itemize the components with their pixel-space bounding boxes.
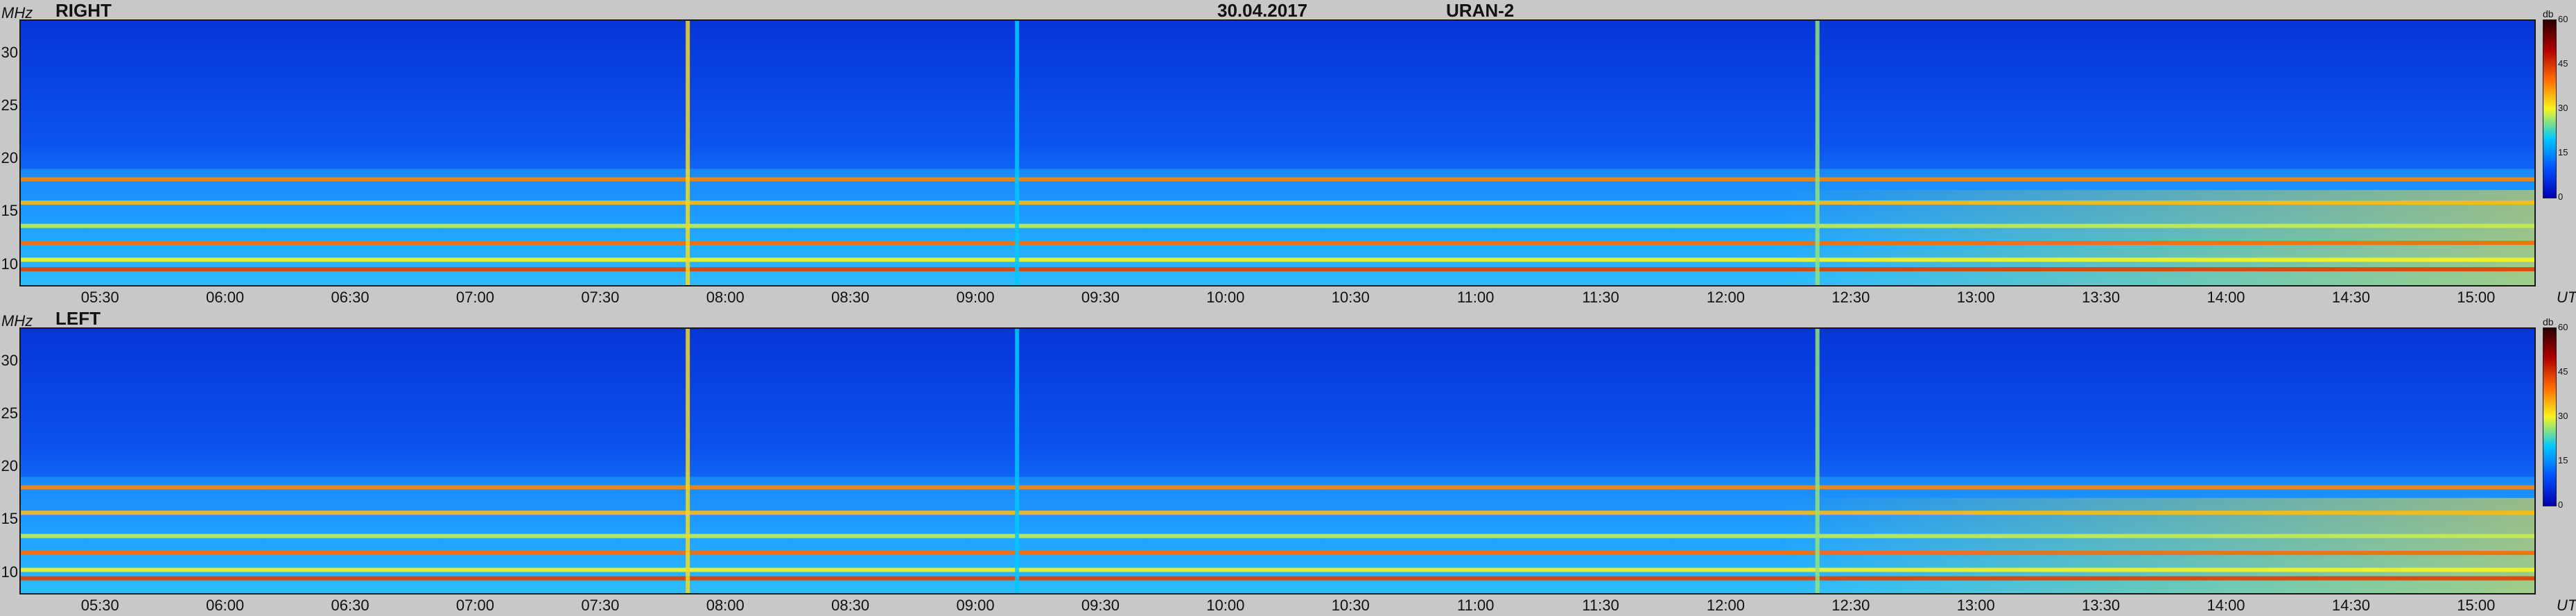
x-tick-label: 06:00 [206,597,245,614]
colorbar-left [2543,327,2557,506]
interference-band [21,177,2534,182]
x-tick-label: 06:30 [331,289,369,306]
colorbar-tick-label: 30 [2558,103,2568,113]
interference-band [21,567,2534,572]
interference-band [21,267,2534,272]
x-tick-label: 12:30 [1831,289,1870,306]
x-tick-label: 12:00 [1706,289,1745,306]
interference-band [21,200,2534,205]
x-tick-label: 15:00 [2457,289,2496,306]
x-tick-label: 07:30 [581,289,620,306]
y-tick-label: 15 [1,510,18,528]
x-tick-label: 06:00 [206,289,245,306]
spectrogram-left-panel: LEFT MHz 30 25 20 15 10 05:30 06:00 06:30 07:00… [0,308,2576,616]
colorbar-tick-label: 60 [2558,322,2568,332]
spectrogram-svg-left [21,329,2534,593]
burst-line [686,329,690,593]
colorbar-unit-right: db [2543,8,2554,19]
colorbar-unit-left: db [2543,316,2554,327]
spectrogram-right-panel: RIGHT MHz 30 25 20 15 10 05:30 06:00 06:30 07:0… [1,0,2576,306]
burst-line [1015,329,1020,593]
y-unit-label-left: MHz [1,312,33,330]
x-tick-label: 07:00 [455,597,494,614]
colorbar-tick-label: 0 [2558,499,2564,510]
panel-title-left: LEFT [55,308,101,329]
y-tick-label: 30 [1,351,18,369]
interference-band [21,223,2534,228]
x-tick-label: 13:00 [1956,597,1995,614]
x-tick-label: 11:30 [1582,289,1619,306]
spectrogram-plot-left [19,327,2536,594]
colorbar-tick-label: 15 [2558,147,2568,157]
interference-band [21,485,2534,490]
x-unit-label-right: UT [2557,289,2576,306]
y-tick-label: 20 [1,149,18,167]
colorbar-tick-label: 60 [2558,14,2568,24]
x-tick-label: 14:00 [2207,289,2245,306]
y-tick-label: 25 [1,404,18,422]
burst-line [1015,21,1020,285]
x-tick-label: 07:00 [455,289,494,306]
x-tick-label: 09:30 [1081,289,1120,306]
x-tick-label: 13:00 [1956,289,1995,306]
x-tick-label: 10:00 [1206,289,1245,306]
x-tick-label: 10:00 [1206,597,1245,614]
colorbar-tick-label: 15 [2558,455,2568,465]
y-tick-label: 10 [1,563,18,581]
x-tick-label: 08:30 [831,289,870,306]
interference-band [21,551,2534,556]
x-tick-label: 14:00 [2207,597,2245,614]
panel-title-right: RIGHT [55,0,112,21]
interference-band [21,511,2534,515]
colorbar-tick-label: 0 [2558,191,2564,202]
x-tick-label: 08:00 [706,597,745,614]
x-tick-label: 06:30 [331,597,369,614]
interference-band [21,533,2534,538]
x-tick-label: 07:30 [581,597,620,614]
x-tick-label: 13:30 [2082,289,2121,306]
x-tick-label: 09:30 [1081,597,1120,614]
x-tick-label: 11:00 [1456,289,1495,306]
interference-band [21,576,2534,581]
colorbar-tick-label: 30 [2558,411,2568,421]
x-tick-label: 14:30 [2331,597,2370,614]
y-tick-label: 30 [1,43,18,61]
x-tick-label: 15:00 [2457,597,2496,614]
spectrogram-plot-right [19,19,2536,286]
x-tick-label: 11:30 [1582,597,1619,614]
y-unit-label-right: MHz [1,4,33,22]
colorbar-tick-label: 45 [2558,366,2568,377]
burst-line [1815,329,1820,593]
burst-line [686,21,690,285]
colorbar-tick-label: 45 [2558,58,2568,69]
y-tick-label: 10 [1,255,18,273]
x-unit-label-left: UT [2557,597,2576,614]
x-tick-label: 13:30 [2082,597,2121,614]
x-tick-label: 10:30 [1331,289,1370,306]
date-label: 30.04.2017 [1217,0,1308,21]
interference-band [21,257,2534,262]
x-tick-label: 09:00 [956,597,995,614]
x-tick-label: 09:00 [956,289,995,306]
x-tick-label: 05:30 [80,597,119,614]
spectrogram-svg-right [21,21,2534,285]
x-tick-label: 05:30 [80,289,119,306]
x-tick-label: 12:30 [1831,597,1870,614]
x-tick-label: 14:30 [2331,289,2370,306]
y-tick-label: 25 [1,96,18,114]
y-tick-label: 20 [1,457,18,475]
burst-line [1815,21,1820,285]
x-tick-label: 10:30 [1331,597,1370,614]
station-label: URAN-2 [1446,0,1515,21]
x-tick-label: 08:00 [706,289,745,306]
colorbar-right [2543,19,2557,198]
x-tick-label: 08:30 [831,597,870,614]
y-tick-label: 15 [1,202,18,220]
interference-band [21,241,2534,246]
x-tick-label: 12:00 [1706,597,1745,614]
x-tick-label: 11:00 [1456,597,1495,614]
